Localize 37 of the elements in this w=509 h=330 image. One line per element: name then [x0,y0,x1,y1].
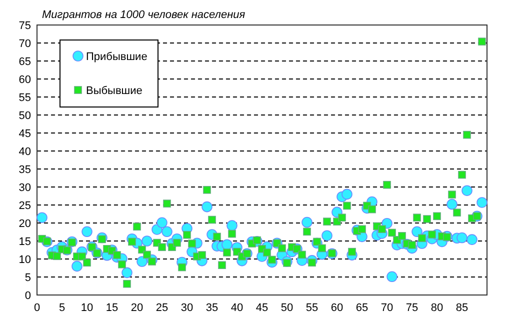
y-tick-label: 30 [18,182,31,194]
y-tick-label: 25 [18,200,31,212]
x-tick-label: 70 [380,302,394,314]
x-tick-label: 40 [230,302,244,314]
x-tick-label: 55 [306,302,318,314]
x-tick-label: 80 [430,302,444,314]
legend-label: Прибывшие [86,51,148,63]
y-tick-label: 50 [18,110,31,122]
y-tick-label: 60 [18,74,31,86]
legend-label: Выбывшие [86,85,142,97]
y-tick-label: 15 [18,236,31,248]
y-tick-label: 70 [18,38,31,50]
x-tick-label: 60 [330,302,344,314]
y-tick-label: 35 [18,164,31,176]
y-tick-label: 65 [18,56,31,68]
x-tick-label: 65 [356,302,368,314]
y-tick-label: 55 [18,92,31,104]
y-tick-label: 20 [18,218,31,230]
y-tick-label: 5 [24,272,31,284]
y-tick-label: 45 [18,128,31,140]
x-tick-label: 30 [180,302,194,314]
x-tick-label: 25 [156,302,168,314]
x-tick-label: 0 [34,302,40,314]
y-tick-label: 75 [18,20,31,32]
x-tick-label: 50 [280,302,294,314]
y-tick-label: 0 [24,290,31,302]
x-tick-label: 85 [456,302,468,314]
x-tick-label: 5 [58,302,66,314]
x-tick-label: 35 [206,302,218,314]
x-tick-label: 10 [80,302,94,314]
x-tick-label: 15 [106,302,118,314]
y-tick-label: 10 [18,254,31,266]
chart-title: Мигрантов на 1000 человек населения [42,9,246,21]
x-tick-label: 75 [406,302,418,314]
x-tick-label: 45 [256,302,268,314]
x-tick-label: 20 [130,302,144,314]
y-tick-label: 40 [18,146,31,158]
